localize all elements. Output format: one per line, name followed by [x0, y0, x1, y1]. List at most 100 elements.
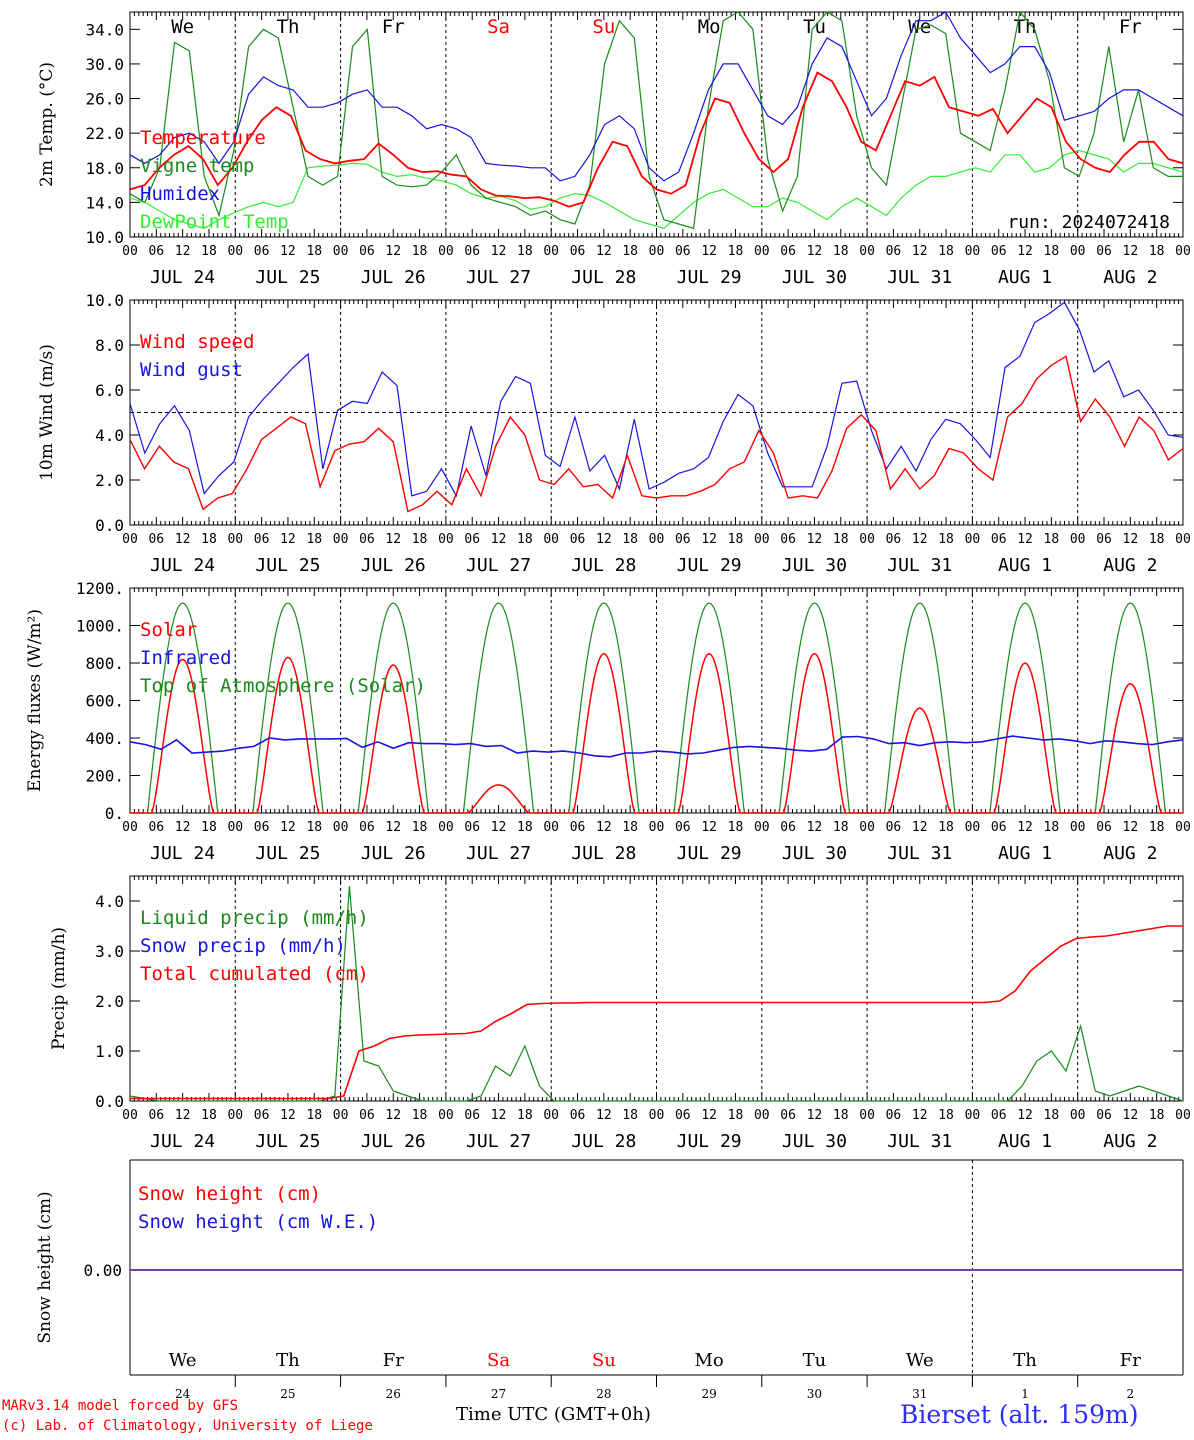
hour-tick-label: 12	[385, 244, 401, 259]
y-tick-label: 0.	[105, 804, 124, 823]
hour-tick-label: 12	[807, 244, 823, 259]
hour-tick-label: 18	[938, 532, 954, 547]
hour-tick-label: 06	[570, 532, 586, 547]
hour-tick-label: 12	[701, 244, 717, 259]
hour-tick-label: 00	[1070, 532, 1086, 547]
hour-tick-label: 00	[754, 532, 770, 547]
hour-tick-label: 18	[622, 532, 638, 547]
hour-tick-label: 18	[1044, 1108, 1060, 1123]
hour-tick-label: 00	[333, 1108, 349, 1123]
hour-tick-label: 00	[227, 1108, 243, 1123]
hour-tick-label: 18	[833, 244, 849, 259]
bottom-weekday-label: Fr	[1120, 1350, 1141, 1371]
hour-tick-label: 06	[886, 1108, 902, 1123]
hour-tick-label: 12	[1123, 244, 1139, 259]
legend-entry: Snow precip (mm/h)	[140, 935, 346, 957]
hour-tick-label: 18	[728, 820, 744, 835]
hour-tick-label: 00	[227, 244, 243, 259]
date-label: JUL 24	[150, 555, 215, 576]
hour-tick-label: 00	[122, 532, 138, 547]
date-label: JUL 26	[361, 267, 426, 288]
series-total-cumulated	[130, 925, 1183, 1100]
weekday-label: Fr	[382, 16, 405, 38]
hour-tick-label: 18	[938, 820, 954, 835]
hour-tick-label: 12	[175, 820, 191, 835]
hour-tick-label: 00	[543, 1108, 559, 1123]
y-tick-label: 1.0	[95, 1042, 124, 1061]
date-label: JUL 29	[677, 843, 742, 864]
hour-tick-label: 12	[596, 820, 612, 835]
weekday-label: We	[171, 16, 194, 38]
legend-entry: Snow height (cm W.E.)	[138, 1211, 378, 1233]
hour-tick-label: 06	[359, 244, 375, 259]
hour-tick-label: 06	[254, 244, 270, 259]
hour-tick-label: 00	[859, 532, 875, 547]
bottom-day-number: 1	[1021, 1387, 1029, 1401]
date-label: AUG 1	[998, 843, 1052, 864]
hour-tick-label: 12	[280, 244, 296, 259]
hour-tick-label: 00	[333, 532, 349, 547]
bottom-day-number: 30	[807, 1387, 822, 1401]
date-label: AUG 1	[998, 267, 1052, 288]
hour-tick-label: 00	[754, 820, 770, 835]
hour-tick-label: 00	[227, 532, 243, 547]
legend-entry: Snow height (cm)	[138, 1183, 321, 1205]
hour-tick-label: 12	[1017, 244, 1033, 259]
hour-tick-label: 06	[254, 532, 270, 547]
bottom-weekday-label: Th	[1013, 1350, 1037, 1371]
legend-entry: DewPoint Temp	[140, 211, 289, 233]
date-label: JUL 25	[255, 267, 320, 288]
hour-tick-label: 12	[807, 820, 823, 835]
hour-tick-label: 00	[1070, 820, 1086, 835]
date-label: AUG 2	[1103, 555, 1157, 576]
date-label: JUL 30	[782, 267, 847, 288]
hour-tick-label: 00	[649, 820, 665, 835]
date-label: JUL 27	[466, 1131, 531, 1152]
date-label: JUL 31	[887, 267, 952, 288]
footer-lab-text: (c) Lab. of Climatology, University of L…	[2, 1418, 373, 1434]
y-axis-label-energy: Energy fluxes (W/m²)	[25, 609, 45, 792]
y-tick-label: 400.	[85, 729, 124, 748]
weekday-label: Sa	[487, 16, 510, 38]
hour-tick-label: 00	[122, 820, 138, 835]
hour-tick-label: 12	[280, 820, 296, 835]
hour-tick-label: 06	[1096, 1108, 1112, 1123]
y-tick-label: 600.	[85, 692, 124, 711]
run-label: run: 2024072418	[1007, 212, 1170, 233]
hour-tick-label: 12	[596, 532, 612, 547]
date-label: AUG 2	[1103, 1131, 1157, 1152]
legend-entry: Total cumulated (cm)	[140, 963, 369, 985]
hour-tick-label: 00	[859, 820, 875, 835]
hour-tick-label: 12	[385, 532, 401, 547]
hour-tick-label: 12	[280, 532, 296, 547]
hour-tick-label: 06	[148, 532, 164, 547]
hour-tick-label: 00	[1175, 820, 1191, 835]
weekday-label: Mo	[698, 16, 721, 38]
hour-tick-label: 18	[622, 820, 638, 835]
hour-tick-label: 18	[1149, 820, 1165, 835]
y-tick-label: 800.	[85, 654, 124, 673]
hour-tick-label: 00	[859, 1108, 875, 1123]
hour-tick-label: 12	[1017, 820, 1033, 835]
hour-tick-label: 06	[359, 532, 375, 547]
weekday-label: We	[908, 16, 931, 38]
y-axis-label-snow: Snow height (cm)	[35, 1191, 55, 1343]
hour-tick-label: 06	[570, 244, 586, 259]
hour-tick-label: 06	[570, 1108, 586, 1123]
hour-tick-label: 18	[412, 532, 428, 547]
hour-tick-label: 06	[359, 1108, 375, 1123]
station-label: Bierset (alt. 159m)	[900, 1400, 1139, 1429]
hour-tick-label: 00	[333, 244, 349, 259]
bottom-day-number: 28	[596, 1387, 611, 1401]
legend-entry: Wind gust	[140, 359, 243, 381]
hour-tick-label: 00	[1070, 1108, 1086, 1123]
hour-tick-label: 00	[543, 244, 559, 259]
bottom-day-number: 25	[280, 1387, 295, 1401]
hour-tick-label: 18	[517, 244, 533, 259]
series-solar	[130, 652, 1183, 814]
hour-tick-label: 00	[543, 820, 559, 835]
hour-tick-label: 18	[517, 820, 533, 835]
hour-tick-label: 06	[148, 1108, 164, 1123]
footer-model-text: MARv3.14 model forced by GFS	[2, 1398, 239, 1414]
hour-tick-label: 00	[965, 1108, 981, 1123]
